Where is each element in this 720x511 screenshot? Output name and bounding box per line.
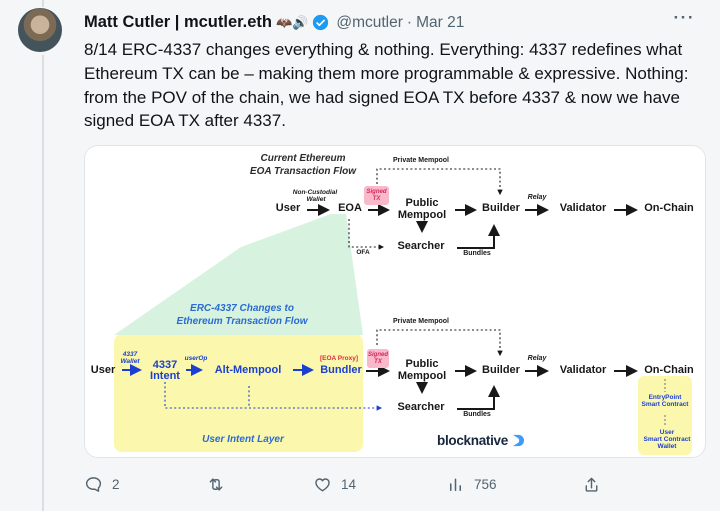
header-separator: · xyxy=(406,13,413,31)
node-searcher-bottom: Searcher xyxy=(397,401,445,413)
author-handle[interactable]: @mcutler xyxy=(336,13,403,31)
label-relay-top: Relay xyxy=(527,194,547,201)
label-bundles-top: Bundles xyxy=(463,250,491,257)
label-private-mempool-bottom: Private Mempool xyxy=(392,318,450,325)
diagram-title-mid-line2: Ethereum Transaction Flow xyxy=(176,316,308,327)
retweet-button[interactable] xyxy=(206,475,226,494)
node-validator-top: Validator xyxy=(559,202,607,214)
flow-arrows xyxy=(122,168,666,426)
node-public-mempool-top-2: Mempool xyxy=(397,209,447,221)
node-public-mempool-bottom-1: Public xyxy=(405,358,439,370)
share-icon xyxy=(585,477,598,492)
node-searcher-top: Searcher xyxy=(397,240,445,252)
label-eoa-proxy: [EOA Proxy] xyxy=(319,355,359,362)
label-scw-2: Smart Contract xyxy=(643,436,691,443)
node-user-top: User xyxy=(275,202,301,214)
label-bundles-bottom: Bundles xyxy=(463,411,491,418)
diagram-card[interactable]: Current Ethereum EOA Transaction Flow Us… xyxy=(84,145,706,458)
node-builder-top: Builder xyxy=(482,202,520,214)
label-noncustodial-2: Wallet xyxy=(306,196,326,203)
label-userop: userOp xyxy=(184,355,208,362)
blocknative-wordmark: blocknative xyxy=(437,433,508,448)
heart-icon xyxy=(315,478,330,492)
more-button[interactable]: ··· xyxy=(673,8,695,27)
node-4337-intent-2: Intent xyxy=(150,370,180,382)
analytics-icon xyxy=(449,478,462,491)
signed-tx-bottom-1: Signed xyxy=(367,352,388,358)
node-public-mempool-bottom-2: Mempool xyxy=(397,370,447,382)
like-count: 14 xyxy=(341,477,357,492)
label-4337-wallet-2: Wallet xyxy=(120,358,140,365)
user-intent-layer-box xyxy=(114,334,363,452)
diagram-title-mid-line1: ERC-4337 Changes to xyxy=(190,303,294,314)
signed-tx-badge-top: Signed TX xyxy=(364,186,389,205)
label-scw-1: User xyxy=(659,429,675,436)
avatar[interactable] xyxy=(18,8,62,52)
signed-tx-badge-bottom: Signed TX xyxy=(367,349,389,368)
view-count: 756 xyxy=(474,477,497,492)
signed-tx-top-2: TX xyxy=(372,195,381,202)
signed-tx-top-1: Signed xyxy=(366,189,387,195)
node-eoa: EOA xyxy=(338,202,362,214)
reply-count: 2 xyxy=(112,477,120,492)
node-bundler: Bundler xyxy=(320,364,362,376)
label-4337-wallet-1: 4337 xyxy=(122,351,138,358)
signed-tx-bottom-2: TX xyxy=(374,358,382,365)
node-onchain-bottom: On-Chain xyxy=(644,364,694,376)
label-entrypoint-1: EntryPoint xyxy=(648,394,682,401)
label-private-mempool-top: Private Mempool xyxy=(392,157,450,164)
label-entrypoint-2: Smart Contract xyxy=(641,401,689,408)
tweet-header: Matt Cutler | mcutler.eth 🦇🔊 @mcutler · … xyxy=(84,13,464,32)
label-user-intent-layer: User Intent Layer xyxy=(202,434,284,445)
views-button[interactable]: 756 xyxy=(446,475,497,494)
node-alt-mempool: Alt-Mempool xyxy=(214,364,282,376)
tweet-body: 8/14 ERC-4337 changes everything & nothi… xyxy=(84,40,689,131)
retweet-icon xyxy=(209,478,223,491)
like-button[interactable]: 14 xyxy=(313,475,356,494)
author-name[interactable]: Matt Cutler | mcutler.eth xyxy=(84,13,272,31)
share-button[interactable] xyxy=(582,475,601,494)
node-validator-bottom: Validator xyxy=(559,364,607,376)
diagram-title-top-line2: EOA Transaction Flow xyxy=(249,166,357,177)
label-relay-bottom: Relay xyxy=(527,355,547,362)
node-builder-bottom: Builder xyxy=(482,364,520,376)
author-emojis: 🦇🔊 xyxy=(275,14,309,30)
thread-line-bottom xyxy=(42,55,44,511)
reply-button[interactable]: 2 xyxy=(84,475,120,494)
node-onchain-top: On-Chain xyxy=(644,202,694,214)
node-user-bottom: User xyxy=(90,364,116,376)
verified-badge-icon xyxy=(313,14,329,31)
tweet-date[interactable]: Mar 21 xyxy=(416,13,465,31)
blocknative-logo-icon xyxy=(512,434,524,447)
blocknative-brand: blocknative xyxy=(437,433,524,448)
label-scw-3: Wallet xyxy=(657,443,677,450)
reply-icon xyxy=(85,477,102,492)
node-4337-intent-1: 4337 xyxy=(152,359,178,371)
node-public-mempool-top-1: Public xyxy=(405,197,439,209)
label-ofa: OFA xyxy=(356,249,370,256)
diagram-title-top-line1: Current Ethereum xyxy=(260,153,346,164)
thread-line-top xyxy=(42,0,44,7)
label-noncustodial-1: Non-Custodial xyxy=(292,189,338,196)
